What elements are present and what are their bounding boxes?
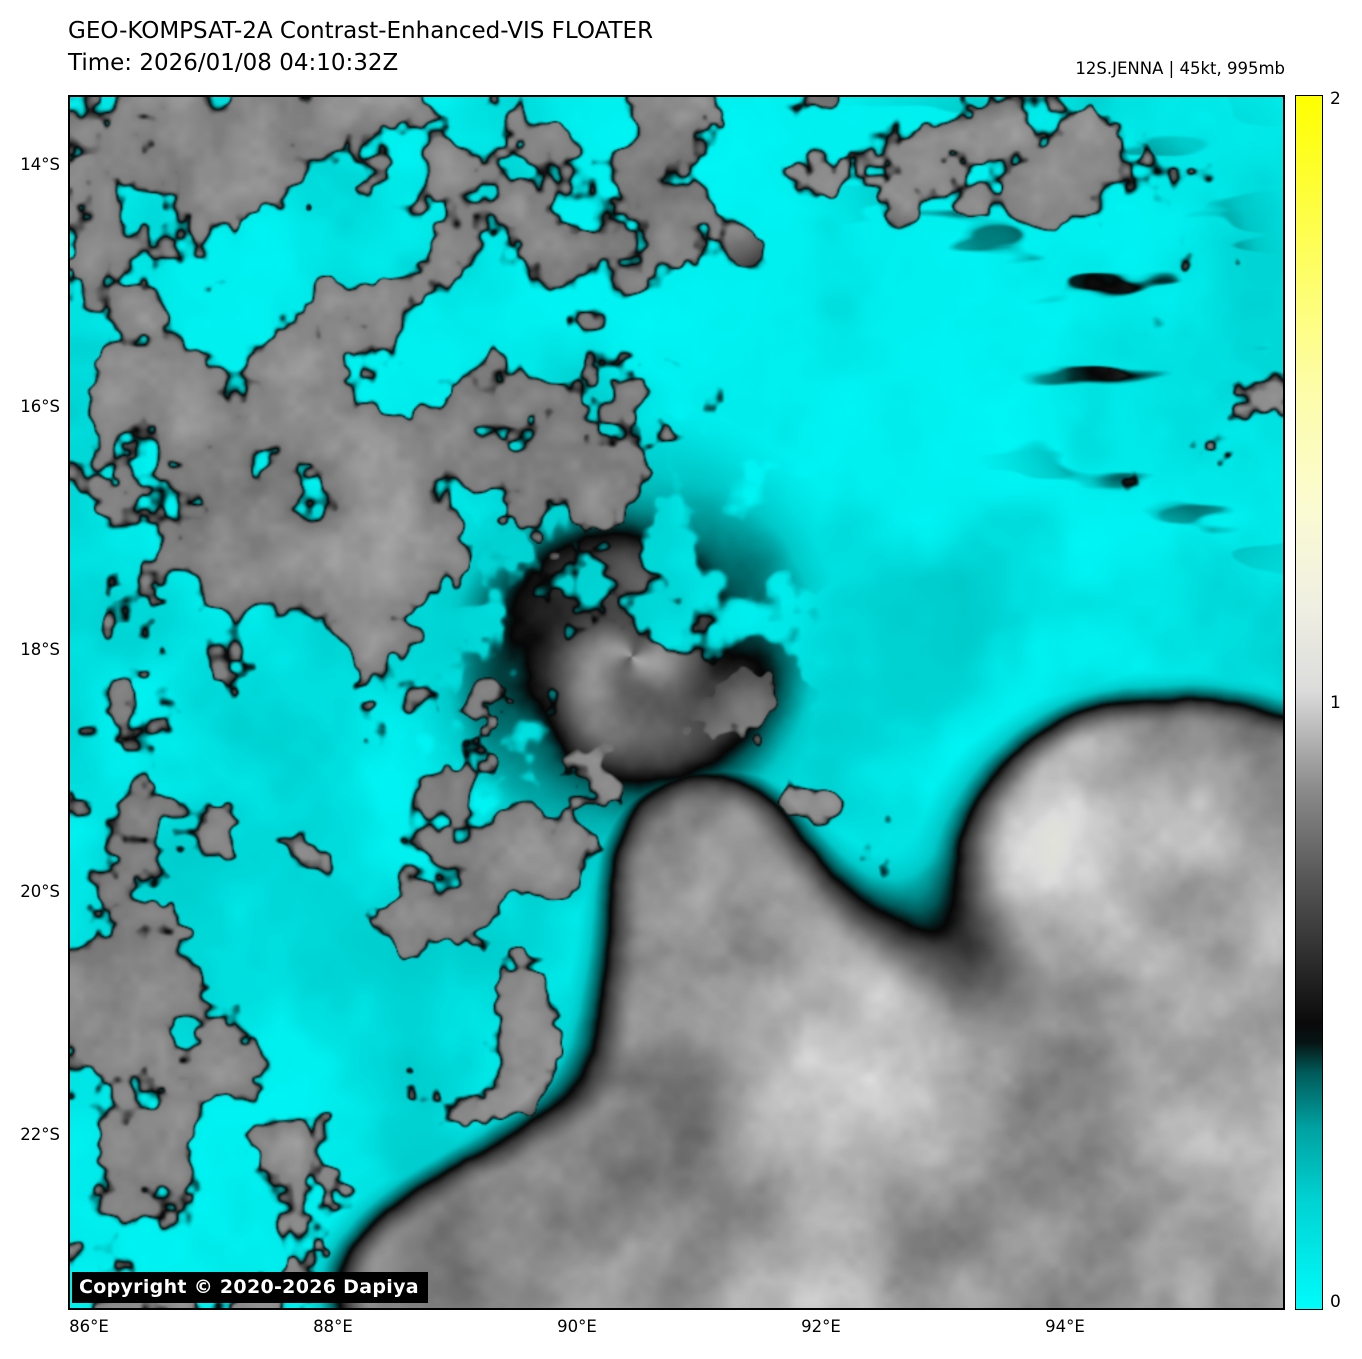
x-axis-tick-86e: 86°E [69,1317,109,1336]
colorbar-tick-1: 1 [1330,693,1341,713]
figure-timestamp: Time: 2026/01/08 04:10:32Z [68,50,399,76]
x-axis-tick-90e: 90°E [557,1317,597,1336]
colorbar-tick-0: 0 [1330,1292,1341,1312]
colorbar [1295,95,1323,1310]
figure-title: GEO-KOMPSAT-2A Contrast-Enhanced-VIS FLO… [68,18,654,44]
y-axis-tick-22s: 22°S [20,1125,60,1144]
satellite-image-canvas [70,97,1283,1308]
y-axis-tick-16s: 16°S [20,397,60,416]
x-axis-tick-92e: 92°E [801,1317,841,1336]
y-axis-tick-18s: 18°S [20,640,60,659]
y-axis-tick-20s: 20°S [20,882,60,901]
colorbar-tick-2: 2 [1330,89,1341,109]
x-axis-tick-88e: 88°E [313,1317,353,1336]
x-axis-tick-94e: 94°E [1045,1317,1085,1336]
y-axis-tick-14s: 14°S [20,155,60,174]
storm-info-label: 12S.JENNA | 45kt, 995mb [1075,59,1285,78]
satellite-plot-area: Copyright © 2020-2026 Dapiya [68,95,1285,1310]
copyright-badge: Copyright © 2020-2026 Dapiya [72,1272,428,1303]
